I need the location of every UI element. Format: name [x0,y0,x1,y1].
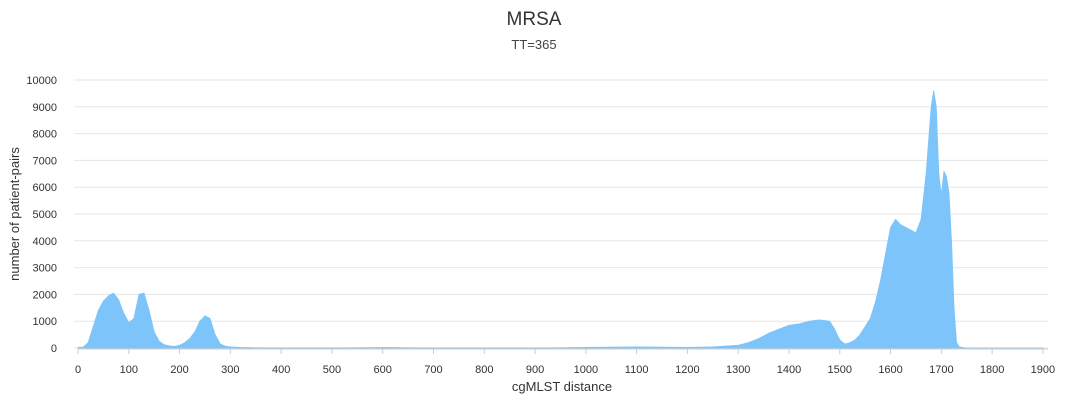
area-series-path [77,90,1044,349]
chart-title: MRSA [507,9,562,30]
y-gridlines [74,79,1048,349]
x-tick-label: 1700 [929,364,953,376]
y-tick-label: 1000 [33,316,57,328]
x-tick-label: 500 [323,364,341,376]
x-tick-label: 1000 [574,364,598,376]
x-tick-label: 1100 [625,364,649,376]
y-tick-label: 5000 [33,209,57,221]
y-tick-label: 9000 [33,102,57,114]
chart-subtitle: TT=365 [511,37,556,52]
y-tick-label: 2000 [33,289,57,301]
x-tick-label: 0 [75,364,81,376]
x-tick-label: 800 [475,364,493,376]
x-tick-label: 1200 [675,364,699,376]
x-tick-label: 400 [272,364,290,376]
x-tick-label: 1900 [1031,364,1055,376]
x-tick-label: 700 [424,364,442,376]
y-tick-label: 0 [51,343,57,355]
y-axis-ticks: 0 1000 2000 3000 4000 5000 6000 7000 8000 9000 100… [26,75,57,355]
x-tick-label: 900 [526,364,544,376]
y-tick-label: 8000 [33,129,57,141]
y-tick-label: 3000 [33,263,57,275]
x-axis-label: cgMLST distance [512,379,612,394]
area-series [77,90,1044,349]
x-tick-label: 1400 [777,364,801,376]
x-axis-ticks: 0 100 200 300 400 500 600 700 800 900 1000 1100 1200… [75,349,1055,376]
y-tick-label: 7000 [33,155,57,167]
y-tick-label: 4000 [33,236,57,248]
y-tick-label: 10000 [26,75,57,87]
y-tick-label: 6000 [33,182,57,194]
x-tick-label: 1300 [726,364,750,376]
x-tick-label: 600 [374,364,392,376]
x-tick-label: 1800 [980,364,1004,376]
x-tick-label: 200 [170,364,188,376]
x-tick-label: 300 [221,364,239,376]
x-tick-label: 1600 [878,364,902,376]
x-tick-label: 1500 [828,364,852,376]
x-tick-label: 100 [120,364,138,376]
y-axis-label: number of patient-pairs [7,147,22,281]
